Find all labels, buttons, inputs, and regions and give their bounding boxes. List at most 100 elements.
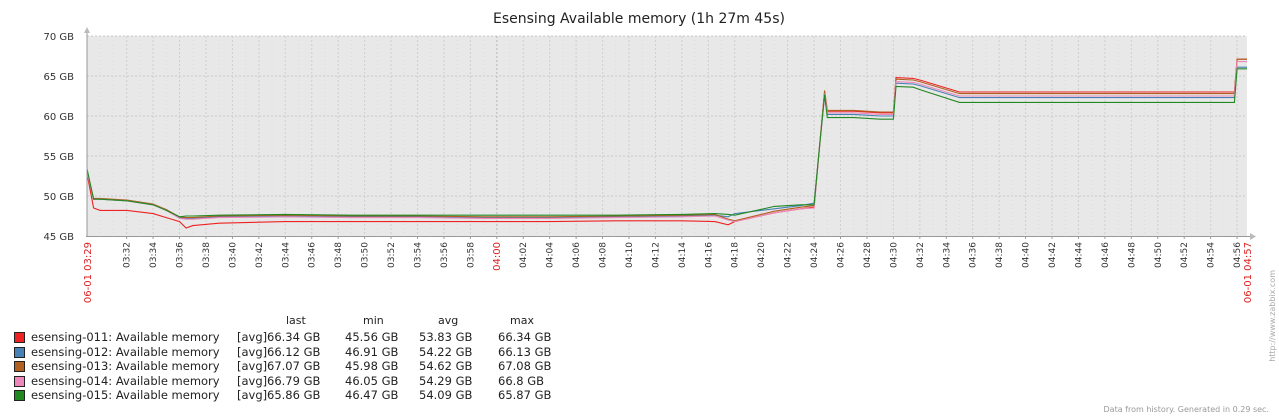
legend-func: [avg]	[237, 359, 268, 373]
x-tick-label: 04:28	[863, 242, 873, 268]
x-axis-arrow	[1250, 233, 1256, 240]
x-tick-label: 03:34	[149, 242, 159, 268]
x-tick-label: 04:08	[599, 242, 609, 268]
legend-avg: 54.62 GB	[419, 359, 473, 373]
legend-max: 67.08 GB	[498, 359, 552, 373]
grid	[87, 35, 1247, 239]
legend-max: 65.87 GB	[498, 388, 552, 402]
x-tick-label: 04:42	[1048, 242, 1058, 268]
x-tick-label: 03:42	[255, 242, 265, 268]
x-tick-label: 03:54	[413, 242, 423, 268]
legend-avg: 53.83 GB	[419, 330, 473, 344]
x-tick-label: 04:12	[651, 242, 661, 268]
legend-swatch	[14, 375, 25, 387]
x-tick-label: 04:22	[784, 242, 794, 268]
x-tick-label: 04:50	[1154, 242, 1164, 268]
x-tick-label: 04:26	[837, 242, 847, 268]
chart-title: Esensing Available memory (1h 27m 45s)	[493, 11, 785, 27]
legend-func: [avg]	[237, 330, 268, 344]
legend-last: 66.34 GB	[267, 330, 321, 344]
axes	[84, 27, 1256, 240]
legend-func: [avg]	[237, 388, 268, 402]
legend-swatch	[14, 332, 25, 343]
x-tick-label: 04:20	[757, 242, 767, 268]
legend-min: 45.56 GB	[345, 330, 399, 344]
legend-func: [avg]	[237, 344, 268, 359]
legend-max: 66.34 GB	[498, 330, 552, 344]
legend-max: 66.8 GB	[498, 373, 545, 388]
legend-min: 46.47 GB	[345, 388, 399, 402]
legend-max: 66.13 GB	[498, 344, 552, 359]
x-tick-label: 04:02	[519, 242, 529, 268]
legend-header-last: last	[286, 314, 306, 327]
y-tick-labels: 45 GB 50 GB 55 GB 60 GB 65 GB 70 GB	[43, 32, 74, 243]
x-tick-label: 03:44	[281, 242, 291, 268]
x-tick-label: 03:32	[123, 242, 133, 268]
legend-header-max: max	[510, 314, 534, 327]
legend-last: 67.07 GB	[267, 359, 321, 373]
y-tick-label: 50 GB	[43, 192, 74, 203]
x-tick-label: 04:44	[1074, 242, 1084, 268]
x-tick-label: 03:38	[202, 242, 212, 268]
legend-func: [avg]	[237, 373, 268, 388]
legend-swatch	[14, 361, 25, 372]
legend-avg: 54.29 GB	[419, 373, 473, 388]
legend-min: 46.91 GB	[345, 344, 399, 359]
legend-series-name: esensing-015: Available memory	[31, 388, 220, 402]
legend-last: 66.12 GB	[267, 344, 321, 359]
y-axis-arrow	[84, 27, 90, 33]
x-tick-label: 04:34	[942, 242, 952, 268]
legend-header-min: min	[363, 314, 384, 327]
legend-series-name: esensing-014: Available memory	[31, 373, 220, 388]
legend-last: 65.86 GB	[267, 388, 321, 402]
x-tick-label: 04:52	[1180, 242, 1190, 268]
x-tick-label: 03:36	[176, 242, 186, 268]
legend-avg: 54.09 GB	[419, 388, 473, 402]
x-tick-label: 04:40	[1022, 242, 1032, 268]
legend-header-avg: avg	[438, 314, 459, 327]
x-edge-label: 06-01 04:57	[1243, 242, 1254, 303]
series-line-5	[86, 68, 1247, 218]
x-tick-label: 04:30	[889, 242, 899, 268]
x-tick-label: 04:38	[995, 242, 1005, 268]
plot-area	[87, 36, 1247, 236]
x-tick-label: 04:14	[678, 242, 688, 268]
x-tick-label: 04:24	[810, 242, 820, 268]
x-tick-label: 04:56	[1233, 242, 1243, 268]
x-tick-label: 04:16	[704, 242, 714, 268]
series-line-1	[86, 58, 1247, 229]
legend-series-name: esensing-012: Available memory	[31, 344, 220, 359]
y-tick-label: 70 GB	[43, 32, 74, 43]
legend-swatch	[14, 390, 25, 401]
x-tick-label: 04:54	[1207, 242, 1217, 268]
x-tick-labels: 03:32 03:34 03:36 03:38 03:40 03:42 03:44 03:46…	[83, 242, 1254, 303]
x-tick-label: 04:36	[969, 242, 979, 268]
x-tick-label: 04:00	[492, 242, 503, 271]
legend-avg: 54.22 GB	[419, 344, 473, 359]
x-tick-label: 03:56	[440, 242, 450, 268]
x-tick-label: 03:52	[387, 242, 397, 268]
footer-text: Data from history. Generated in 0.29 sec…	[1103, 405, 1269, 414]
zabbix-credit: http://www.zabbix.com	[1268, 270, 1277, 362]
y-tick-label: 55 GB	[43, 152, 74, 163]
x-tick-label: 04:10	[625, 242, 635, 268]
x-tick-label: 03:40	[228, 242, 238, 268]
legend-min: 46.05 GB	[345, 373, 399, 388]
x-tick-label: 04:18	[731, 242, 741, 268]
x-tick-label: 03:50	[361, 242, 371, 268]
series-group	[86, 58, 1247, 229]
legend-swatch	[14, 346, 25, 358]
series-line-4	[86, 61, 1247, 223]
y-tick-label: 65 GB	[43, 72, 74, 83]
legend-min: 45.98 GB	[345, 359, 399, 373]
y-tick-label: 45 GB	[43, 232, 74, 243]
x-tick-label: 03:46	[308, 242, 318, 268]
x-tick-label: 04:06	[572, 242, 582, 268]
y-tick-label: 60 GB	[43, 112, 74, 123]
legend-series-name: esensing-011: Available memory	[31, 330, 220, 344]
x-edge-label: 06-01 03:29	[83, 242, 94, 303]
legend-last: 66.79 GB	[267, 373, 321, 388]
legend-series-name: esensing-013: Available memory	[31, 359, 220, 373]
x-tick-label: 04:48	[1127, 242, 1137, 268]
